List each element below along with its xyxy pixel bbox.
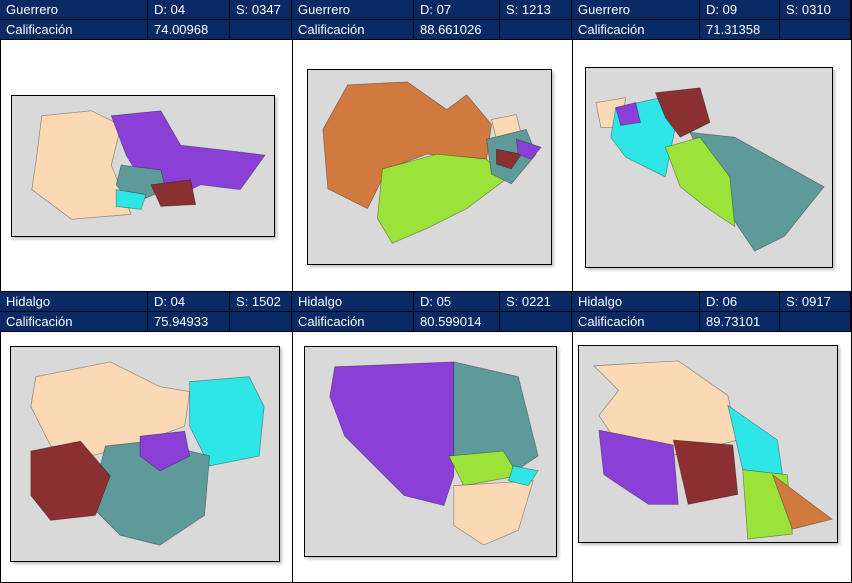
- map-region-cyan: [189, 376, 265, 467]
- score-label: Calificación: [292, 312, 414, 332]
- panel-district: D: 06: [700, 292, 780, 312]
- panel-score: 74.00968: [148, 20, 230, 40]
- panel-state: Guerrero: [572, 0, 700, 20]
- section-map: [578, 345, 838, 543]
- panel-district: D: 09: [700, 0, 780, 20]
- panel-district: D: 04: [148, 0, 230, 20]
- panel-district: D: 04: [148, 292, 230, 312]
- map-region-cyan: [727, 404, 783, 476]
- panel-score: 75.94933: [148, 312, 230, 332]
- map-region-purple: [139, 430, 191, 472]
- map-region-cyan: [507, 465, 539, 487]
- panel-state: Hidalgo: [292, 292, 414, 312]
- section-map: [11, 95, 275, 237]
- map-region-purple: [329, 361, 455, 506]
- panel-section: S: 0347: [230, 0, 292, 20]
- map-region-maroon: [672, 439, 739, 505]
- section-map: [307, 69, 552, 265]
- panel-district: D: 05: [414, 292, 500, 312]
- score-label: Calificación: [572, 20, 700, 40]
- score-label: Calificación: [292, 20, 414, 40]
- map-region-green: [664, 136, 736, 228]
- blank-cell: [230, 312, 292, 332]
- panel-state: Hidalgo: [0, 292, 148, 312]
- panel-section: S: 0917: [780, 292, 851, 312]
- blank-cell: [500, 312, 572, 332]
- section-map: [585, 67, 833, 268]
- score-label: Calificación: [0, 20, 148, 40]
- map-region-green: [377, 153, 507, 244]
- map-region-purple: [515, 138, 542, 160]
- blank-cell: [780, 312, 851, 332]
- panel-score: 89.73101: [700, 312, 780, 332]
- map-region-cyan: [115, 189, 147, 210]
- map-region-teal: [453, 361, 539, 477]
- panel-district: D: 07: [414, 0, 500, 20]
- map-region-peach: [453, 480, 534, 546]
- score-label: Calificación: [0, 312, 148, 332]
- section-map: [304, 346, 557, 557]
- score-label: Calificación: [572, 312, 700, 332]
- panel-section: S: 1502: [230, 292, 292, 312]
- section-map: [10, 346, 280, 562]
- map-region-purple: [598, 429, 679, 505]
- panel-score: 71.31358: [700, 20, 780, 40]
- map-region-maroon: [150, 179, 197, 207]
- map-region-maroon: [496, 148, 522, 170]
- panel-score: 88.661026: [414, 20, 500, 40]
- map-region-maroon: [654, 87, 711, 138]
- blank-cell: [500, 20, 572, 40]
- map-region-peach: [31, 110, 132, 220]
- panel-section: S: 0221: [500, 292, 572, 312]
- blank-cell: [780, 20, 851, 40]
- panel-section: S: 1213: [500, 0, 572, 20]
- map-region-maroon: [30, 440, 111, 521]
- panel-state: Hidalgo: [572, 292, 700, 312]
- blank-cell: [230, 20, 292, 40]
- panel-state: Guerrero: [292, 0, 414, 20]
- panel-score: 80.599014: [414, 312, 500, 332]
- panel-state: Guerrero: [0, 0, 148, 20]
- map-region-orange: [771, 473, 833, 530]
- map-region-purple: [615, 102, 642, 126]
- panel-section: S: 0310: [780, 0, 851, 20]
